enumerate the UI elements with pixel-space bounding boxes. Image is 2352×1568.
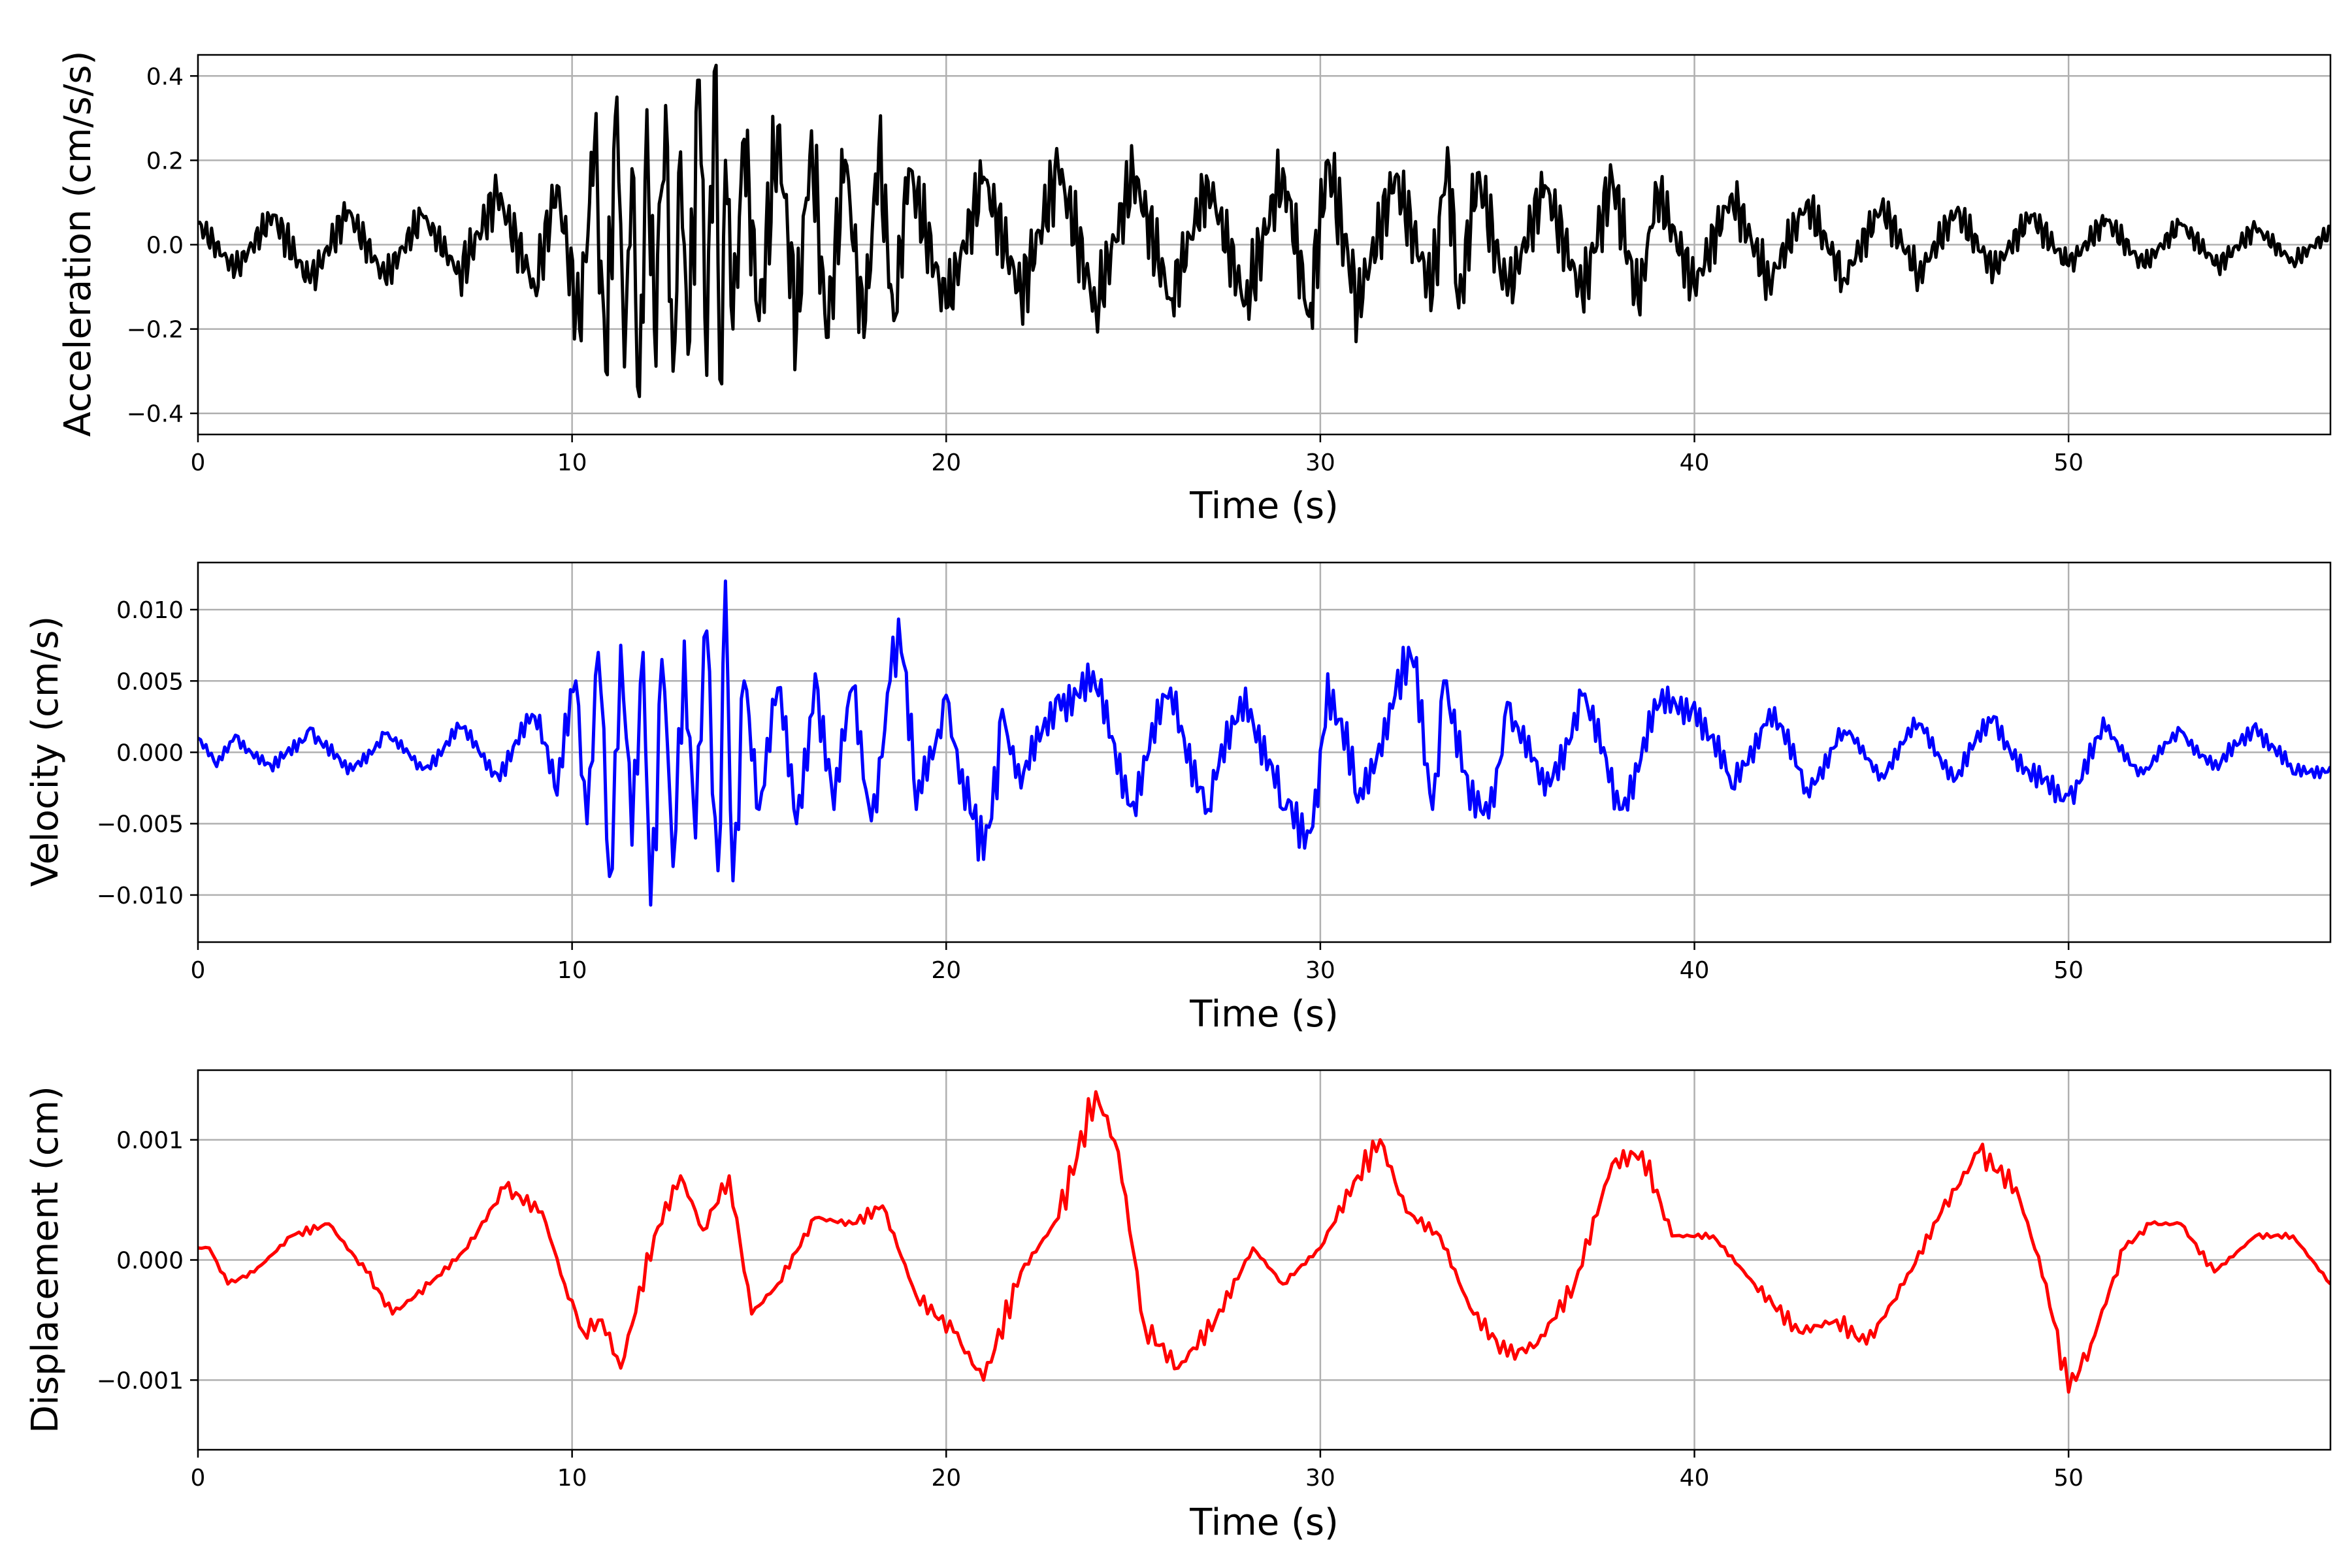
velocity-series-line bbox=[198, 579, 2330, 907]
velocity-x-tick-label: 10 bbox=[557, 957, 587, 984]
velocity-y-tick-label: −0.005 bbox=[97, 811, 184, 838]
velocity-x-tick-label: 20 bbox=[931, 957, 961, 984]
velocity-x-tick-label: 50 bbox=[2053, 957, 2083, 984]
displacement-y-tick-label: 0.001 bbox=[116, 1128, 184, 1154]
acceleration-y-tick-label: 0.0 bbox=[146, 233, 184, 259]
displacement-x-tick-label: 50 bbox=[2053, 1465, 2083, 1492]
acceleration-x-tick-label: 0 bbox=[191, 449, 206, 476]
velocity-y-tick-label: 0.000 bbox=[116, 740, 184, 767]
displacement-x-tick-label: 40 bbox=[1680, 1465, 1710, 1492]
displacement-x-tick-label: 20 bbox=[931, 1465, 961, 1492]
acceleration-x-tick-label: 40 bbox=[1680, 449, 1710, 476]
acceleration-y-tick-label: 0.4 bbox=[146, 63, 184, 90]
velocity-y-tick-label: 0.010 bbox=[116, 597, 184, 624]
acceleration-x-tick-label: 10 bbox=[557, 449, 587, 476]
displacement-x-axis-label: Time (s) bbox=[1189, 1501, 1339, 1544]
velocity-y-tick-label: −0.010 bbox=[97, 883, 184, 909]
displacement-x-tick-label: 10 bbox=[557, 1465, 587, 1492]
acceleration-x-tick-label: 20 bbox=[931, 449, 961, 476]
acceleration-chart: Acceleration (cm/s/s) Time (s) 0 10 20 30 40… bbox=[57, 51, 2332, 527]
acceleration-x-tick-label: 30 bbox=[1305, 449, 1335, 476]
velocity-x-tick-label: 0 bbox=[191, 957, 206, 984]
velocity-y-tick-label: 0.005 bbox=[116, 668, 184, 695]
displacement-y-axis-label: Displacement (cm) bbox=[24, 1086, 67, 1433]
acceleration-y-tick-label: 0.2 bbox=[146, 148, 184, 174]
displacement-series-line bbox=[198, 1090, 2330, 1394]
displacement-y-tick-label: −0.001 bbox=[97, 1367, 184, 1394]
velocity-x-axis-label: Time (s) bbox=[1189, 993, 1339, 1036]
displacement-x-tick-label: 30 bbox=[1305, 1465, 1335, 1492]
acceleration-y-tick-label: −0.2 bbox=[127, 317, 184, 344]
velocity-chart: Velocity (cm/s) Time (s) 0 10 20 30 40 50 −0.0… bbox=[24, 561, 2332, 1036]
velocity-x-tick-label: 40 bbox=[1680, 957, 1710, 984]
displacement-x-tick-label: 0 bbox=[191, 1465, 206, 1492]
acceleration-x-axis-label: Time (s) bbox=[1189, 485, 1339, 527]
acceleration-y-axis-label: Acceleration (cm/s/s) bbox=[57, 51, 99, 437]
velocity-y-axis-label: Velocity (cm/s) bbox=[24, 616, 67, 887]
displacement-y-tick-label: 0.000 bbox=[116, 1248, 184, 1275]
acceleration-series-line bbox=[198, 63, 2330, 399]
acceleration-x-tick-label: 50 bbox=[2053, 449, 2083, 476]
velocity-x-tick-label: 30 bbox=[1305, 957, 1335, 984]
acceleration-y-tick-label: −0.4 bbox=[127, 401, 184, 428]
displacement-chart: Displacement (cm) Time (s) 0 10 20 30 40 50 −0… bbox=[24, 1069, 2332, 1544]
